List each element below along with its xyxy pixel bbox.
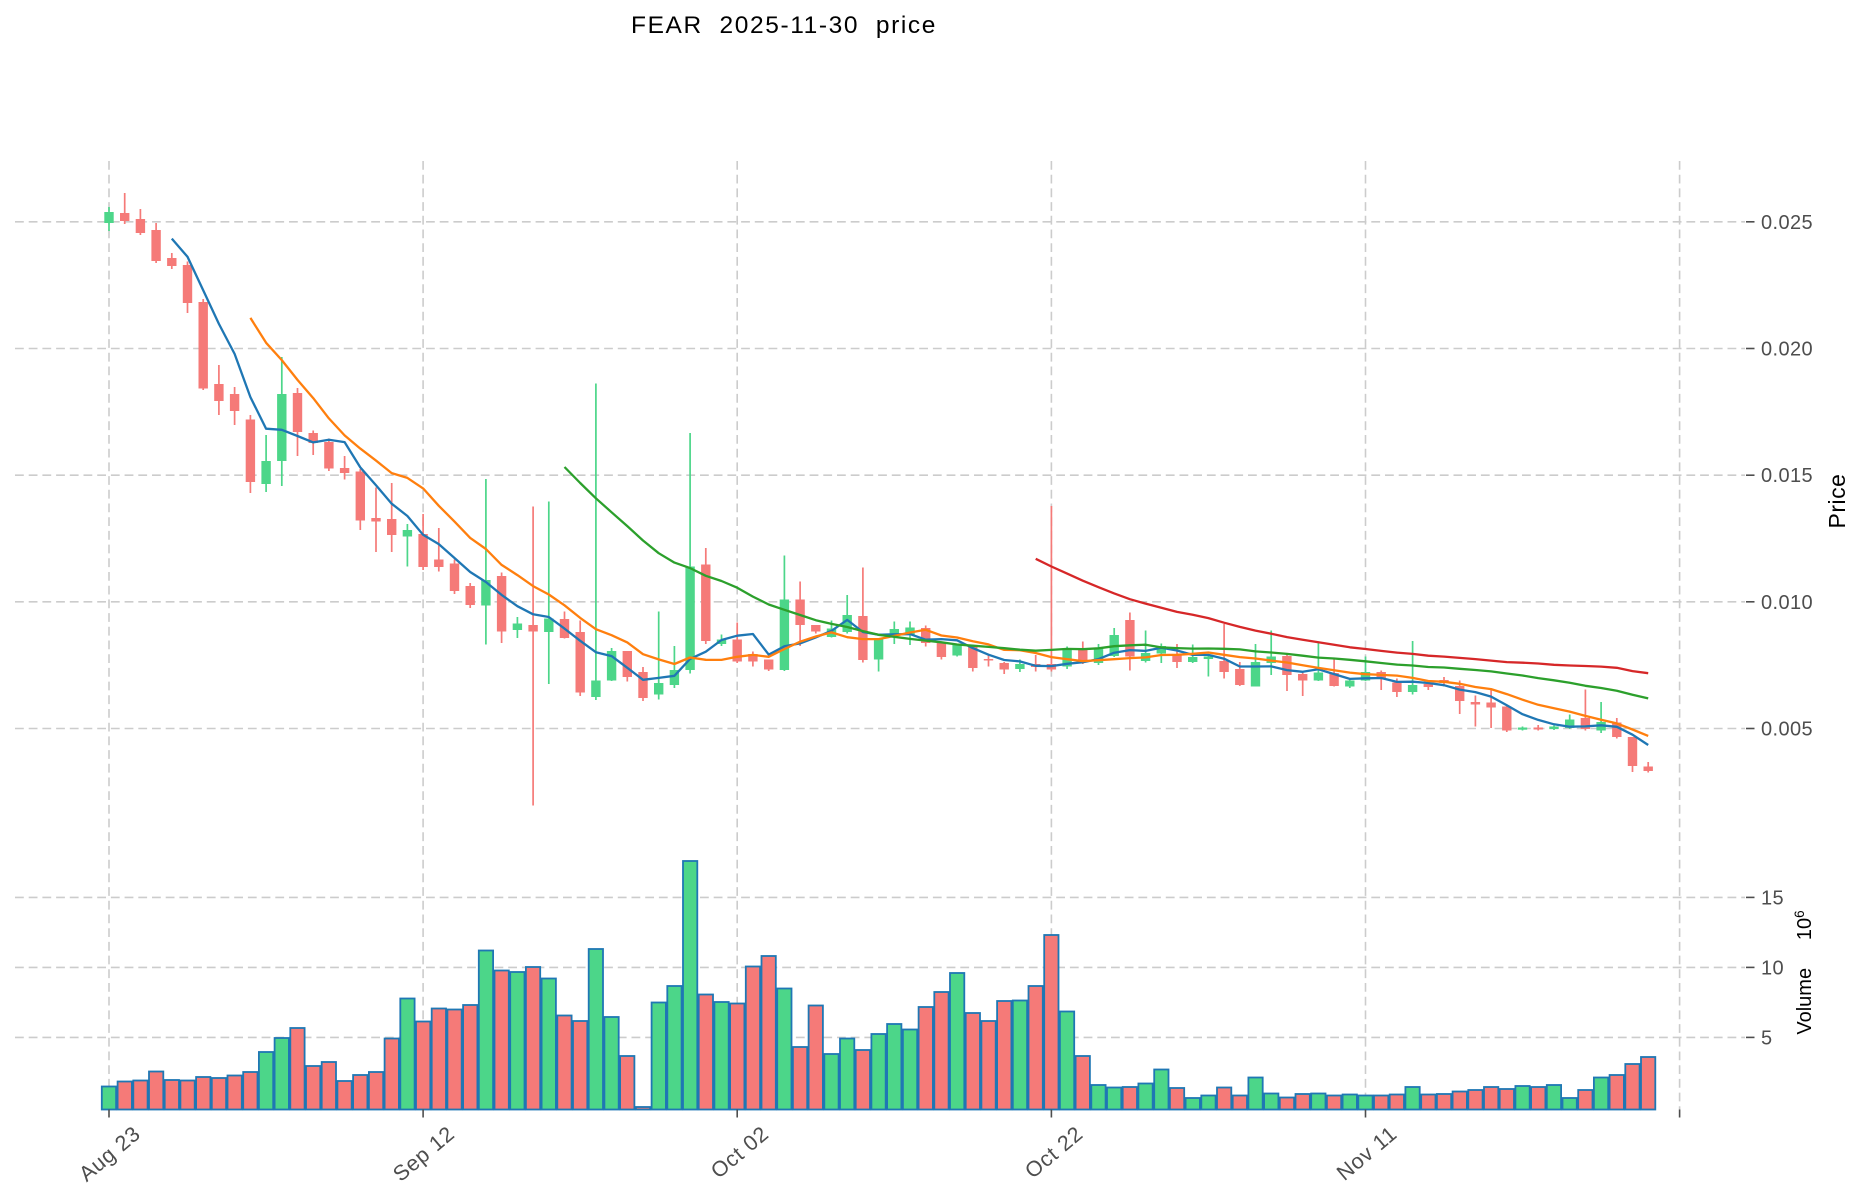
svg-text:15: 15 (1761, 887, 1784, 909)
svg-text:5: 5 (1761, 1027, 1773, 1049)
svg-text:Price: Price (1824, 474, 1850, 529)
svg-text:0.015: 0.015 (1761, 465, 1813, 487)
svg-text:10: 10 (1761, 957, 1784, 979)
svg-text:0.010: 0.010 (1761, 592, 1813, 614)
svg-text:0.005: 0.005 (1761, 719, 1813, 741)
svg-text:FEAR 2025-11-30 price: FEAR 2025-11-30 price (631, 12, 937, 39)
svg-text:0.020: 0.020 (1761, 339, 1813, 361)
svg-text:0.025: 0.025 (1761, 212, 1813, 234)
svg-text:Volume 106: Volume 106 (1792, 910, 1817, 1034)
